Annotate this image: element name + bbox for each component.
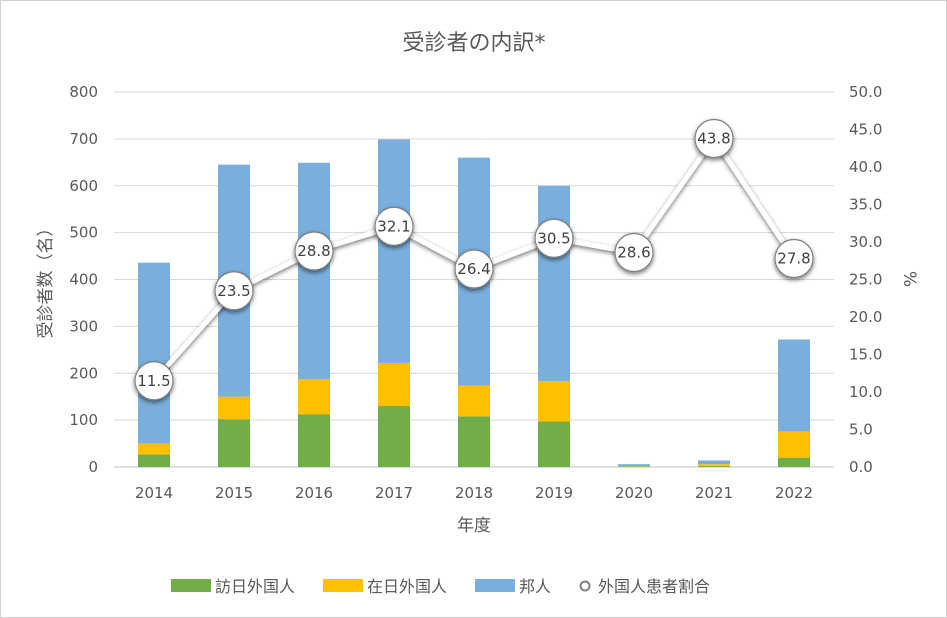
- data-point: [214, 271, 254, 311]
- y-tick-label: 400: [69, 271, 98, 289]
- legend: 訪日外国人 在日外国人 邦人 外国人患者割合: [171, 577, 710, 596]
- x-axis-label: 年度: [457, 516, 491, 536]
- bar-segment: [218, 419, 250, 467]
- bar-segment: [298, 414, 330, 467]
- y2-tick-label: 15.0: [849, 346, 882, 364]
- y2-tick-label: 10.0: [849, 383, 882, 401]
- data-point: [294, 231, 334, 271]
- y2-tick-label: 30.0: [849, 233, 882, 251]
- bar-segment: [778, 339, 810, 432]
- y-tick-label: 800: [69, 83, 98, 101]
- bar-segment: [298, 379, 330, 415]
- data-label: 28.6: [617, 244, 650, 262]
- data-label: 43.8: [697, 130, 730, 148]
- bar-segment: [218, 396, 250, 420]
- y-tick-label: 600: [69, 177, 98, 195]
- data-label: 30.5: [537, 229, 570, 247]
- y2-tick-label: 35.0: [849, 196, 882, 214]
- x-tick-label: 2014: [135, 484, 173, 502]
- line-series: 11.5 23.5 28.8 32.1 26.4 30.5 28.6 43.8 27.8: [134, 118, 814, 401]
- y-tick-label: 500: [69, 224, 98, 242]
- bar-segment: [538, 421, 570, 467]
- data-label: 26.4: [457, 260, 490, 278]
- bar-segment: [538, 381, 570, 422]
- y2-axis-label: %: [899, 271, 919, 287]
- data-point: [374, 206, 414, 246]
- bar-segment: [698, 464, 730, 467]
- x-tick-label: 2022: [775, 484, 813, 502]
- bar-segment: [698, 466, 730, 467]
- legend-marker: [579, 580, 591, 592]
- data-point: [534, 218, 574, 258]
- x-tick-label: 2020: [615, 484, 653, 502]
- tick-labels: 0 100 200 300 400 500 600 700 800 0.0 5.0 10.0 15.0 2…: [69, 83, 882, 502]
- bar-segment: [378, 406, 410, 467]
- legend-swatch: [323, 579, 364, 592]
- x-tick-label: 2016: [295, 484, 333, 502]
- bar-segment: [138, 262, 170, 444]
- bar-segment: [458, 416, 490, 467]
- x-tick-label: 2019: [535, 484, 573, 502]
- data-point: [134, 361, 174, 401]
- bar-segment: [618, 464, 650, 467]
- bar-segment: [298, 162, 330, 380]
- bar-segment: [378, 362, 410, 407]
- y2-tick-label: 20.0: [849, 308, 882, 326]
- y2-tick-label: 25.0: [849, 271, 882, 289]
- data-point: [454, 249, 494, 289]
- y-axis-label: 受診者数（名）: [36, 220, 56, 339]
- y2-tick-label: 45.0: [849, 121, 882, 139]
- data-point: [614, 232, 654, 273]
- bar-segment: [138, 454, 170, 467]
- bar-segment: [778, 431, 810, 458]
- bar-segment: [378, 139, 410, 363]
- y-tick-label: 100: [69, 411, 98, 429]
- y-tick-label: 700: [69, 130, 98, 148]
- data-point: [774, 238, 814, 279]
- bar-segment: [538, 185, 570, 382]
- chart-title: 受診者の内訳*: [402, 31, 545, 56]
- bar-segment: [138, 443, 170, 455]
- legend-label: 邦人: [519, 577, 551, 596]
- legend-label: 外国人患者割合: [598, 577, 710, 596]
- bar-segment: [698, 460, 730, 465]
- y2-tick-label: 50.0: [849, 83, 882, 101]
- legend-label: 在日外国人: [367, 577, 447, 596]
- bar-segment: [458, 385, 490, 417]
- y2-tick-label: 40.0: [849, 158, 882, 176]
- legend-swatch: [171, 579, 211, 592]
- x-tick-label: 2018: [455, 484, 493, 502]
- data-label: 32.1: [377, 217, 410, 235]
- y-tick-label: 300: [69, 317, 98, 335]
- legend-swatch: [475, 579, 516, 592]
- data-label: 27.8: [777, 250, 810, 268]
- legend-label: 訪日外国人: [215, 577, 295, 596]
- y2-tick-label: 5.0: [849, 421, 873, 439]
- data-label: 11.5: [137, 372, 170, 390]
- x-tick-label: 2021: [695, 484, 733, 502]
- x-tick-label: 2017: [375, 484, 413, 502]
- bar-segment: [778, 457, 810, 467]
- data-label: 23.5: [217, 282, 250, 300]
- bar-series: [138, 139, 810, 467]
- data-point: [694, 118, 734, 159]
- y-tick-label: 0: [88, 458, 98, 476]
- data-label: 28.8: [297, 242, 330, 260]
- x-tick-label: 2015: [215, 484, 253, 502]
- y2-tick-label: 0.0: [849, 458, 873, 476]
- y-tick-label: 200: [69, 364, 98, 382]
